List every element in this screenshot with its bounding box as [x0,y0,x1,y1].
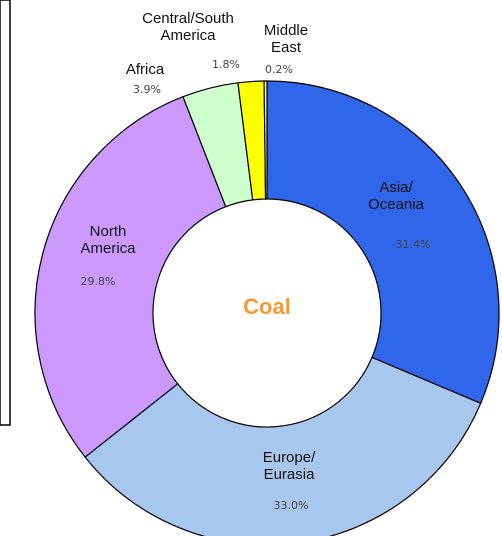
slice-1 [84,356,482,536]
slice-value-2: 29.8% [81,275,116,288]
slice-label-4: Central/South America [142,10,234,44]
slice-label-3: Africa [126,61,165,78]
slice-0 [266,80,500,405]
slice-value-1: 33.0% [274,499,309,512]
slice-5 [263,80,268,200]
slices-group [34,80,500,536]
labels-group: Asia/Oceania 31.4% Europe/Eurasia 33.0% Nort… [80,10,430,512]
panel-border [0,0,11,426]
center-label: Coal [243,294,291,319]
slice-value-4: 1.8% [212,58,240,71]
slice-value-3: 3.9% [133,83,161,96]
slice-label-5: Middle East [264,22,308,56]
slice-label-2: North America [80,223,136,257]
slice-label-0: Asia/Oceania [368,179,425,213]
slice-label-1: Europe/Eurasia [263,449,316,483]
slice-value-5: 0.2% [265,63,293,76]
slice-2 [34,95,227,458]
slice-value-0: 31.4% [396,238,431,251]
